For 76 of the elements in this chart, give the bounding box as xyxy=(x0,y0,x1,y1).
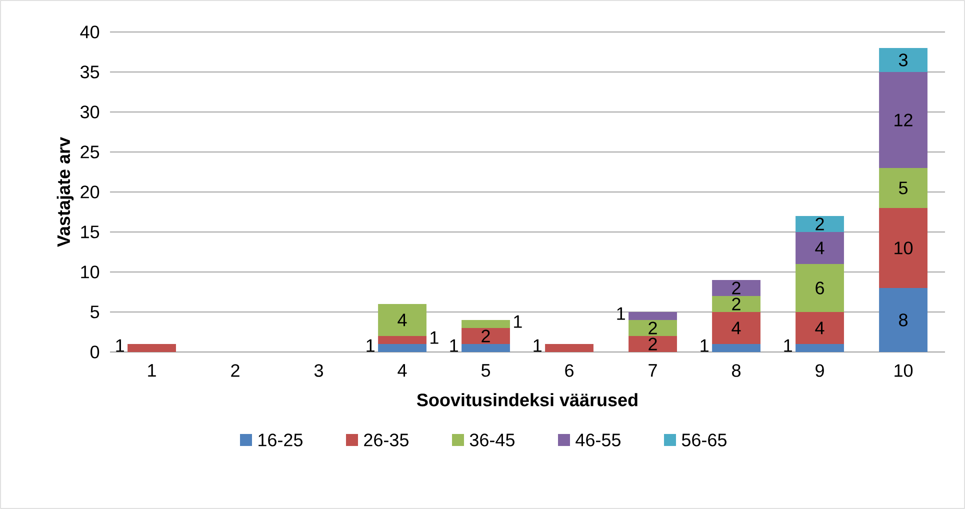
bar xyxy=(462,320,510,328)
data-label: 2 xyxy=(648,322,657,334)
data-label: 2 xyxy=(732,298,740,310)
legend-label: 16-25 xyxy=(258,434,302,446)
bar xyxy=(712,280,760,296)
data-label: 1 xyxy=(116,339,124,352)
bar xyxy=(378,304,426,336)
data-label: 1 xyxy=(700,339,708,352)
bar xyxy=(796,312,844,344)
y-tick-label: 30 xyxy=(80,106,100,118)
x-tick-label: 6 xyxy=(565,364,574,377)
bar xyxy=(879,288,928,352)
bar xyxy=(879,208,928,288)
bar xyxy=(712,312,760,344)
data-label: 8 xyxy=(899,314,908,326)
y-tick-label: 40 xyxy=(80,26,100,38)
bar xyxy=(879,72,928,168)
data-label: 1 xyxy=(534,339,542,352)
y-axis-title: Vastajate arv xyxy=(56,137,74,247)
bar xyxy=(462,328,510,344)
legend-label: 46-55 xyxy=(576,434,620,446)
legend-label: 26-35 xyxy=(364,434,408,446)
x-tick-label: 1 xyxy=(148,364,156,377)
y-tick-label: 35 xyxy=(80,66,100,78)
legend-label: 36-45 xyxy=(470,434,514,446)
x-tick-label: 3 xyxy=(314,364,323,377)
legend-label: 56-65 xyxy=(682,434,726,446)
y-tick-label: 10 xyxy=(81,266,100,278)
bar xyxy=(628,336,677,352)
data-label: 1 xyxy=(784,339,792,352)
bar xyxy=(628,312,677,320)
data-label: 2 xyxy=(816,218,824,230)
bar xyxy=(796,344,844,352)
x-tick-label: 10 xyxy=(894,364,913,377)
bar xyxy=(879,48,928,72)
data-label: 1 xyxy=(450,339,458,352)
bar xyxy=(545,344,594,352)
x-tick-label: 9 xyxy=(816,364,824,377)
x-axis-title: Soovitusindeksi väärused xyxy=(416,393,638,406)
data-label: 5 xyxy=(898,182,908,194)
bar xyxy=(712,296,760,312)
bar xyxy=(796,264,844,312)
bar xyxy=(879,168,928,208)
bar xyxy=(128,344,176,352)
bar xyxy=(462,344,510,352)
y-tick-label: 25 xyxy=(80,146,100,158)
data-label: 10 xyxy=(894,242,913,254)
data-label: 2 xyxy=(482,330,490,342)
data-label: 2 xyxy=(732,282,740,294)
bar xyxy=(378,336,426,344)
bar xyxy=(712,344,760,352)
data-label: 1 xyxy=(617,307,625,320)
y-tick-label: 0 xyxy=(90,346,100,358)
x-tick-label: 5 xyxy=(481,364,490,377)
y-tick-label: 5 xyxy=(90,306,100,318)
data-label: 1 xyxy=(514,315,522,328)
data-label: 12 xyxy=(894,114,912,126)
x-tick-label: 7 xyxy=(648,364,657,377)
bar xyxy=(796,216,844,232)
x-tick-label: 4 xyxy=(398,364,407,377)
data-label: 4 xyxy=(815,322,824,334)
bar xyxy=(796,232,844,264)
data-label: 4 xyxy=(398,314,407,326)
x-tick-label: 2 xyxy=(231,364,240,377)
data-label: 6 xyxy=(816,282,824,294)
data-label: 4 xyxy=(815,242,824,254)
x-tick-label: 8 xyxy=(732,364,740,377)
data-label: 2 xyxy=(648,338,657,350)
data-label: 4 xyxy=(732,322,741,334)
data-label: 3 xyxy=(898,54,908,66)
data-label: 1 xyxy=(430,331,438,344)
data-label: 1 xyxy=(366,339,374,352)
y-tick-label: 20 xyxy=(80,186,100,198)
bar xyxy=(628,320,677,336)
y-tick-label: 15 xyxy=(81,226,100,238)
bar xyxy=(378,344,426,352)
